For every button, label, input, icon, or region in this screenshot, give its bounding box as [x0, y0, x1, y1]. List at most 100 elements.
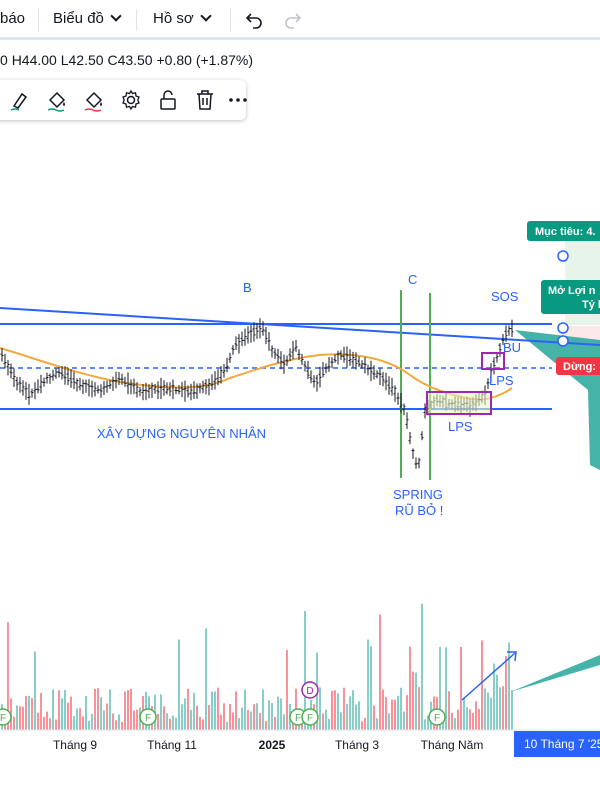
volume-bar	[439, 647, 441, 730]
volume-bar	[367, 639, 369, 730]
event-marker-f[interactable]: F	[301, 708, 319, 726]
volume-bar	[508, 642, 510, 730]
volume-bar	[70, 696, 72, 730]
volume-bar	[412, 671, 414, 730]
volume-bar	[25, 696, 27, 730]
volume-bar	[505, 656, 507, 730]
volume-bar	[157, 714, 159, 730]
volume-bar	[469, 709, 471, 730]
volume-bar	[328, 718, 330, 730]
toolbar-divider	[136, 9, 137, 31]
projection-arrow	[515, 330, 600, 470]
volume-bar	[43, 716, 45, 730]
drag-handle[interactable]	[557, 335, 569, 347]
volume-bar	[208, 705, 210, 730]
event-marker-f[interactable]: F	[0, 708, 12, 726]
volume-bar	[424, 719, 426, 730]
redo-icon[interactable]	[284, 11, 302, 29]
ohlc-prefix: 0	[0, 52, 8, 68]
volume-bar	[136, 709, 138, 730]
toolbar-divider	[38, 9, 39, 31]
volume-bar	[292, 721, 294, 730]
volume-bar	[346, 704, 348, 730]
volume-bar	[121, 721, 123, 730]
volume-bar	[37, 712, 39, 730]
target-label: Mục tiêu: 4.	[535, 226, 596, 238]
volume-bar	[496, 674, 498, 730]
volume-bar	[94, 688, 96, 730]
volume-bar	[457, 709, 459, 730]
volume-bar	[307, 721, 309, 730]
label-range: XÂY DỰNG NGUYÊN NHÂN	[97, 426, 266, 441]
volume-bar	[487, 692, 489, 730]
entry-label-bg	[541, 280, 600, 314]
volume-bar	[352, 690, 354, 730]
undo-icon[interactable]	[245, 11, 263, 29]
volume-projection-arrow	[510, 655, 600, 692]
volume-bar	[169, 718, 171, 730]
fill-icon[interactable]	[82, 88, 106, 112]
chart-menu-label: Biểu đồ	[53, 10, 104, 27]
volume-bar	[376, 718, 378, 730]
volume-bar	[262, 689, 264, 730]
volume-bar	[229, 704, 231, 730]
volume-bar	[247, 710, 249, 730]
volume-bar	[385, 696, 387, 730]
volume-bar	[400, 687, 402, 730]
trash-icon[interactable]	[193, 88, 217, 112]
entry-label-line2: Tỷ l	[582, 299, 600, 311]
volume-bar	[466, 707, 468, 730]
profile-menu-button[interactable]: Hồ sơ	[153, 10, 212, 27]
volume-bar	[22, 706, 24, 730]
event-marker-f[interactable]: F	[428, 708, 446, 726]
event-marker-f[interactable]: F	[289, 708, 307, 726]
volume-bar	[445, 647, 447, 730]
volume-bar	[334, 690, 336, 730]
fill-icon[interactable]	[45, 88, 69, 112]
volume-bar	[28, 695, 30, 730]
volume-bar	[337, 693, 339, 730]
lock-open-icon[interactable]	[156, 88, 180, 112]
price-chart[interactable]: B C SOS BU LPS LPS XÂY DỰNG NGUYÊN NHÂN …	[0, 120, 600, 760]
profile-menu-label: Hồ sơ	[153, 10, 194, 27]
volume-bar	[7, 622, 9, 730]
drawing-toolbar	[0, 80, 247, 120]
gear-icon[interactable]	[119, 88, 143, 112]
volume-bar	[271, 703, 273, 730]
drag-handle[interactable]	[557, 250, 569, 262]
label-sos: SOS	[491, 289, 519, 304]
volume-bar	[277, 696, 279, 730]
volume-bar	[283, 714, 285, 730]
volume-bar	[196, 705, 198, 730]
event-marker-f[interactable]: F	[139, 708, 157, 726]
ohlc-high: H44.00	[11, 52, 57, 68]
volume-bar	[481, 640, 483, 730]
volume-bar	[382, 689, 384, 730]
volume-bar	[217, 687, 219, 730]
alert-button[interactable]: báo	[0, 10, 26, 27]
volume-bar	[34, 651, 36, 730]
volume-bar	[370, 646, 372, 730]
event-marker-d[interactable]: D	[301, 681, 319, 699]
x-tick-label: Tháng Năm	[421, 738, 484, 752]
volume-bar	[223, 703, 225, 730]
volume-bar	[286, 649, 288, 730]
volume-bar	[181, 704, 183, 730]
volume-bar	[160, 694, 162, 730]
volume-bar	[364, 717, 366, 730]
volume-bar	[490, 697, 492, 730]
volume-bar	[127, 690, 129, 730]
volume-bar	[442, 721, 444, 730]
more-icon[interactable]	[226, 88, 250, 112]
volume-bar	[454, 718, 456, 730]
volume-bar	[502, 686, 504, 730]
top-toolbar: báo Biểu đồ Hồ sơ	[0, 0, 600, 40]
volume-bar	[265, 721, 267, 730]
volume-bar	[451, 712, 453, 730]
label-b: B	[243, 280, 252, 295]
chart-menu-button[interactable]: Biểu đồ	[53, 10, 122, 27]
drag-handle[interactable]	[557, 322, 569, 334]
volume-bar	[163, 706, 165, 730]
event-marker-text: F	[0, 713, 6, 724]
brush-icon[interactable]	[8, 88, 32, 112]
